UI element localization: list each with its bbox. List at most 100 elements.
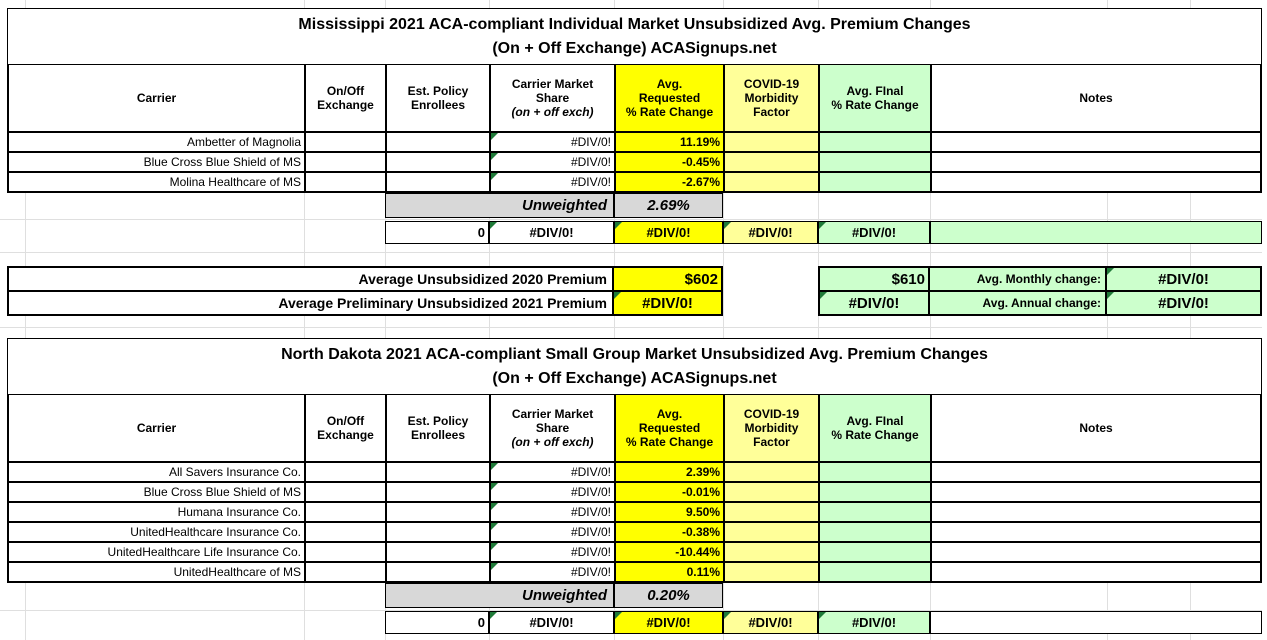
summary-2021-final-cell[interactable]: #DIV/0! bbox=[819, 291, 929, 315]
total-final-cell[interactable]: #DIV/0! bbox=[818, 221, 930, 244]
col-header-notes[interactable]: Notes bbox=[931, 64, 1261, 132]
total-enrollees-cell[interactable]: 0 bbox=[385, 221, 489, 244]
cell-est-policy-enrollees[interactable] bbox=[386, 562, 490, 582]
col-header-avg-final[interactable]: Avg. FInal % Rate Change bbox=[819, 64, 931, 132]
cell-onoff-exchange[interactable] bbox=[305, 542, 386, 562]
cell-notes[interactable] bbox=[931, 502, 1261, 522]
cell-carrier-market-share[interactable]: #DIV/0! bbox=[490, 152, 615, 172]
cell-covid-morbidity-factor[interactable] bbox=[724, 542, 819, 562]
cell-notes[interactable] bbox=[931, 152, 1261, 172]
col-header-covid-morbidity[interactable]: COVID-19 Morbidity Factor bbox=[724, 64, 819, 132]
cell-avg-final-rate-change[interactable] bbox=[819, 152, 931, 172]
col-header-avg-final[interactable]: Avg. FInal % Rate Change bbox=[819, 394, 931, 462]
cell-onoff-exchange[interactable] bbox=[305, 132, 386, 152]
cell-est-policy-enrollees[interactable] bbox=[386, 542, 490, 562]
cell-onoff-exchange[interactable] bbox=[305, 562, 386, 582]
cell-notes[interactable] bbox=[931, 522, 1261, 542]
cell-onoff-exchange[interactable] bbox=[305, 172, 386, 192]
cell-carrier[interactable]: All Savers Insurance Co. bbox=[8, 462, 305, 482]
cell-carrier-market-share[interactable]: #DIV/0! bbox=[490, 542, 615, 562]
summary-label-2020[interactable]: Average Unsubsidized 2020 Premium bbox=[8, 267, 613, 291]
cell-est-policy-enrollees[interactable] bbox=[386, 522, 490, 542]
table-title[interactable]: North Dakota 2021 ACA-compliant Small Gr… bbox=[8, 339, 1261, 394]
cell-est-policy-enrollees[interactable] bbox=[386, 502, 490, 522]
cell-avg-final-rate-change[interactable] bbox=[819, 172, 931, 192]
cell-covid-morbidity-factor[interactable] bbox=[724, 502, 819, 522]
cell-carrier-market-share[interactable]: #DIV/0! bbox=[490, 502, 615, 522]
cell-onoff-exchange[interactable] bbox=[305, 482, 386, 502]
cell-avg-final-rate-change[interactable] bbox=[819, 522, 931, 542]
cell-est-policy-enrollees[interactable] bbox=[386, 482, 490, 502]
cell-avg-requested-rate-change[interactable]: -2.67% bbox=[615, 172, 724, 192]
cell-onoff-exchange[interactable] bbox=[305, 502, 386, 522]
col-header-carrier[interactable]: Carrier bbox=[8, 394, 305, 462]
total-requested-cell[interactable]: #DIV/0! bbox=[614, 611, 723, 634]
cell-notes[interactable] bbox=[931, 172, 1261, 192]
cell-carrier[interactable]: Blue Cross Blue Shield of MS bbox=[8, 152, 305, 172]
monthly-change-value-cell[interactable]: #DIV/0! bbox=[1106, 267, 1261, 291]
cell-covid-morbidity-factor[interactable] bbox=[724, 132, 819, 152]
total-final-cell[interactable]: #DIV/0! bbox=[818, 611, 930, 634]
col-header-carrier[interactable]: Carrier bbox=[8, 64, 305, 132]
total-market-share-cell[interactable]: #DIV/0! bbox=[489, 611, 614, 634]
cell-avg-final-rate-change[interactable] bbox=[819, 462, 931, 482]
col-header-avg-requested[interactable]: Avg. Requested % Rate Change bbox=[615, 64, 724, 132]
col-header-est-policy-enrollees[interactable]: Est. Policy Enrollees bbox=[386, 394, 490, 462]
col-header-notes[interactable]: Notes bbox=[931, 394, 1261, 462]
annual-change-label-cell[interactable]: Avg. Annual change: bbox=[929, 291, 1106, 315]
cell-est-policy-enrollees[interactable] bbox=[386, 462, 490, 482]
monthly-change-label-cell[interactable]: Avg. Monthly change: bbox=[929, 267, 1106, 291]
cell-avg-final-rate-change[interactable] bbox=[819, 562, 931, 582]
annual-change-value-cell[interactable]: #DIV/0! bbox=[1106, 291, 1261, 315]
cell-covid-morbidity-factor[interactable] bbox=[724, 462, 819, 482]
cell-carrier-market-share[interactable]: #DIV/0! bbox=[490, 132, 615, 152]
total-covid-cell[interactable]: #DIV/0! bbox=[723, 611, 818, 634]
cell-est-policy-enrollees[interactable] bbox=[386, 152, 490, 172]
unweighted-label-cell[interactable]: Unweighted bbox=[385, 193, 614, 218]
cell-est-policy-enrollees[interactable] bbox=[386, 172, 490, 192]
total-enrollees-cell[interactable]: 0 bbox=[385, 611, 489, 634]
cell-covid-morbidity-factor[interactable] bbox=[724, 522, 819, 542]
cell-notes[interactable] bbox=[931, 462, 1261, 482]
unweighted-value-cell[interactable]: 2.69% bbox=[614, 193, 723, 218]
cell-carrier-market-share[interactable]: #DIV/0! bbox=[490, 172, 615, 192]
cell-carrier[interactable]: Ambetter of Magnolia bbox=[8, 132, 305, 152]
cell-avg-requested-rate-change[interactable]: -0.38% bbox=[615, 522, 724, 542]
cell-carrier-market-share[interactable]: #DIV/0! bbox=[490, 462, 615, 482]
cell-covid-morbidity-factor[interactable] bbox=[724, 562, 819, 582]
cell-avg-requested-rate-change[interactable]: -0.01% bbox=[615, 482, 724, 502]
summary-2020-premium-cell[interactable]: $602 bbox=[613, 267, 722, 291]
cell-notes[interactable] bbox=[931, 482, 1261, 502]
total-notes-cell[interactable] bbox=[930, 611, 1262, 634]
cell-carrier[interactable]: Molina Healthcare of MS bbox=[8, 172, 305, 192]
cell-carrier[interactable]: UnitedHealthcare Life Insurance Co. bbox=[8, 542, 305, 562]
summary-2021-premium-cell[interactable]: #DIV/0! bbox=[613, 291, 722, 315]
cell-carrier-market-share[interactable]: #DIV/0! bbox=[490, 522, 615, 542]
col-header-onoff-exchange[interactable]: On/Off Exchange bbox=[305, 394, 386, 462]
summary-label-2021[interactable]: Average Preliminary Unsubsidized 2021 Pr… bbox=[8, 291, 613, 315]
cell-avg-requested-rate-change[interactable]: 9.50% bbox=[615, 502, 724, 522]
cell-avg-requested-rate-change[interactable]: 2.39% bbox=[615, 462, 724, 482]
unweighted-value-cell[interactable]: 0.20% bbox=[614, 583, 723, 608]
cell-covid-morbidity-factor[interactable] bbox=[724, 152, 819, 172]
cell-notes[interactable] bbox=[931, 562, 1261, 582]
cell-onoff-exchange[interactable] bbox=[305, 522, 386, 542]
cell-avg-requested-rate-change[interactable]: -10.44% bbox=[615, 542, 724, 562]
cell-covid-morbidity-factor[interactable] bbox=[724, 172, 819, 192]
cell-onoff-exchange[interactable] bbox=[305, 152, 386, 172]
cell-carrier[interactable]: UnitedHealthcare Insurance Co. bbox=[8, 522, 305, 542]
cell-carrier[interactable]: Blue Cross Blue Shield of MS bbox=[8, 482, 305, 502]
cell-notes[interactable] bbox=[931, 132, 1261, 152]
col-header-covid-morbidity[interactable]: COVID-19 Morbidity Factor bbox=[724, 394, 819, 462]
col-header-onoff-exchange[interactable]: On/Off Exchange bbox=[305, 64, 386, 132]
total-notes-cell[interactable] bbox=[930, 221, 1262, 244]
cell-onoff-exchange[interactable] bbox=[305, 462, 386, 482]
total-requested-cell[interactable]: #DIV/0! bbox=[614, 221, 723, 244]
cell-avg-final-rate-change[interactable] bbox=[819, 542, 931, 562]
cell-carrier[interactable]: Humana Insurance Co. bbox=[8, 502, 305, 522]
cell-carrier-market-share[interactable]: #DIV/0! bbox=[490, 482, 615, 502]
total-covid-cell[interactable]: #DIV/0! bbox=[723, 221, 818, 244]
cell-avg-requested-rate-change[interactable]: -0.45% bbox=[615, 152, 724, 172]
col-header-avg-requested[interactable]: Avg. Requested % Rate Change bbox=[615, 394, 724, 462]
table-title[interactable]: Mississippi 2021 ACA-compliant Individua… bbox=[8, 9, 1261, 64]
